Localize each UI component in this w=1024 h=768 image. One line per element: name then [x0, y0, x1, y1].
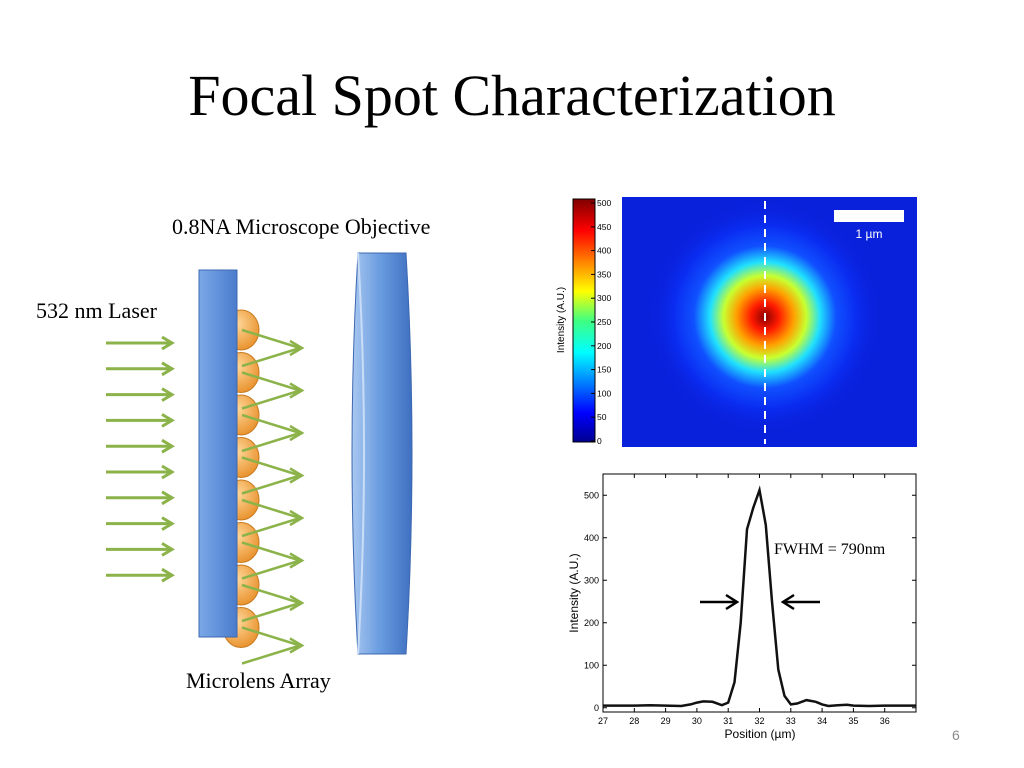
profile-line — [603, 485, 916, 708]
objective-edge — [357, 252, 365, 655]
fwhm-right-arrow — [780, 593, 820, 611]
laser-arrow — [106, 567, 175, 583]
x-tick-label: 36 — [880, 716, 890, 726]
y-tick-label: 400 — [584, 533, 599, 543]
colorbar-tick-label: 500 — [597, 198, 611, 208]
slide-title: Focal Spot Characterization — [188, 63, 836, 128]
x-tick-label: 35 — [848, 716, 858, 726]
x-tick-label: 33 — [786, 716, 796, 726]
laser-label: 532 nm Laser — [36, 298, 157, 323]
objective-label: 0.8NA Microscope Objective — [172, 214, 431, 239]
x-tick-label: 31 — [723, 716, 733, 726]
colorbar-tick-label: 0 — [597, 436, 602, 446]
focus-arrow-pair — [241, 583, 305, 623]
colorbar-tick-label: 400 — [597, 246, 611, 256]
microscope-objective — [351, 252, 413, 655]
x-tick-label: 27 — [598, 716, 608, 726]
fwhm-annotation: FWHM = 790nm — [774, 541, 886, 558]
laser-arrow — [106, 542, 175, 557]
fwhm-left-arrow — [700, 593, 740, 611]
colorbar-ticks: 0 50 100 150 200 250 300 350 400 450 500 — [591, 198, 611, 446]
x-tick-label: 29 — [661, 716, 671, 726]
x-axis-ticks: 27 28 29 30 31 32 33 34 35 36 — [598, 474, 890, 726]
y-axis-ticks: 0 100 200 300 400 500 — [584, 490, 916, 713]
scale-bar — [834, 210, 904, 222]
colorbar-tick-label: 150 — [597, 365, 611, 375]
laser-arrow — [106, 490, 175, 506]
focus-arrow-pair — [241, 413, 305, 453]
focus-arrow-pair — [241, 498, 305, 538]
x-tick-label: 34 — [817, 716, 827, 726]
plot-frame — [602, 473, 917, 713]
colorbar-tick-label: 200 — [597, 341, 611, 351]
x-tick-label: 28 — [629, 716, 639, 726]
colorbar-tick-label: 50 — [597, 412, 607, 422]
y-tick-label: 0 — [594, 703, 599, 713]
x-tick-label: 32 — [754, 716, 764, 726]
x-axis-label: Position (µm) — [725, 727, 796, 741]
laser-arrow — [106, 335, 175, 351]
colorbar-tick-label: 300 — [597, 293, 611, 303]
laser-arrow — [106, 387, 175, 402]
x-tick-label: 30 — [692, 716, 702, 726]
microlens-substrate — [198, 269, 238, 638]
focus-arrow-pair — [241, 328, 305, 368]
y-tick-label: 100 — [584, 660, 599, 670]
focus-arrow-pair — [241, 626, 305, 665]
scale-bar-label: 1 µm — [856, 227, 883, 241]
colorbar-tick-label: 100 — [597, 388, 611, 398]
laser-arrow — [106, 516, 175, 531]
microlens-array-label: Microlens Array — [186, 668, 331, 693]
laser-arrow — [106, 413, 175, 428]
colorbar-tick-label: 450 — [597, 222, 611, 232]
incoming-laser-arrows — [106, 335, 175, 583]
y-tick-label: 500 — [584, 490, 599, 500]
focus-arrow-pair — [241, 456, 305, 495]
focused-beam-arrows — [241, 328, 305, 665]
y-tick-label: 300 — [584, 575, 599, 585]
focus-arrow-pair — [241, 371, 305, 410]
laser-arrow — [106, 464, 175, 480]
colorbar-label: Intensity (A.U.) — [556, 287, 567, 353]
y-axis-label: Intensity (A.U.) — [567, 553, 581, 632]
focus-arrow-pair — [241, 541, 305, 580]
page-number: 6 — [952, 727, 960, 743]
colorbar-tick-label: 250 — [597, 317, 611, 327]
y-tick-label: 200 — [584, 618, 599, 628]
laser-arrow — [106, 361, 175, 377]
colorbar — [572, 198, 596, 443]
colorbar-tick-label: 350 — [597, 269, 611, 279]
laser-arrow — [106, 438, 175, 454]
